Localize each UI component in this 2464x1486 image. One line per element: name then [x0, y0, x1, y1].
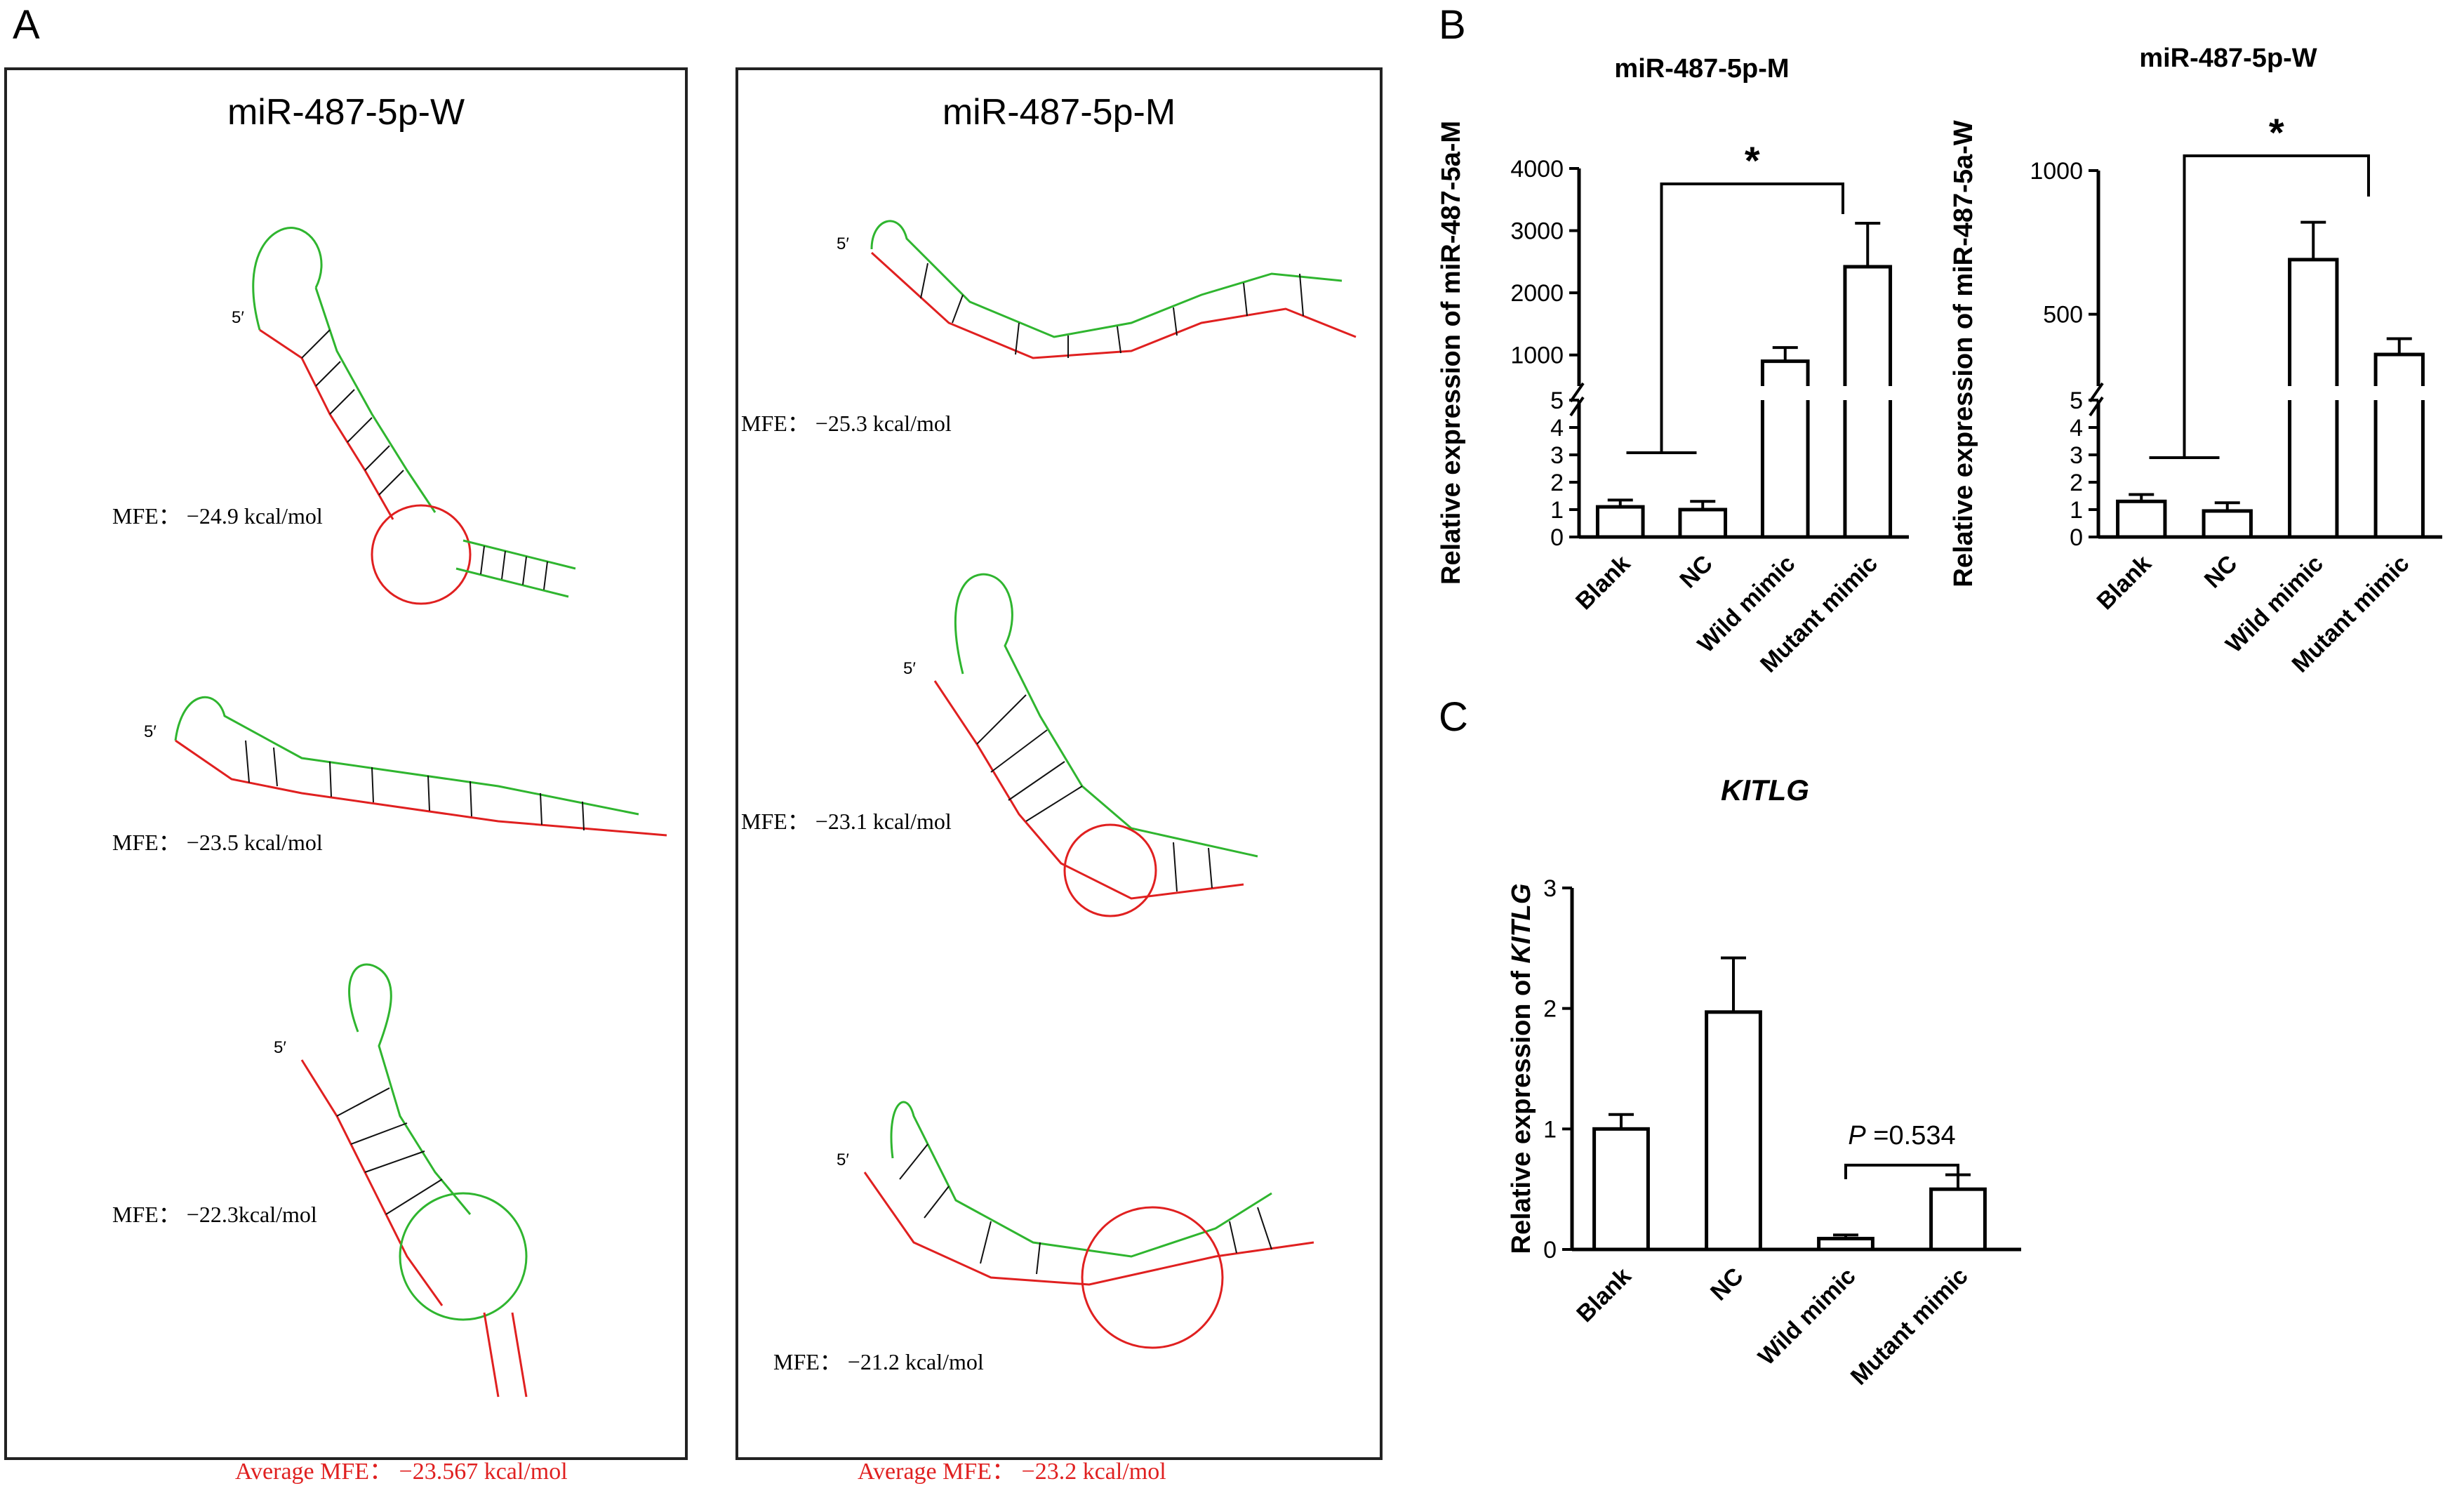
y-tick-label: 0	[1543, 1237, 1557, 1263]
x-tick-label: Blank	[2092, 550, 2157, 615]
y-tick-label: 2000	[1510, 280, 1564, 307]
y-tick-label: 1	[1550, 497, 1564, 524]
significance-star: *	[1745, 138, 1760, 183]
y-tick-label: 4	[2070, 415, 2083, 442]
y-axis-label: Relative expression of miR-487-5a-M	[1437, 121, 1466, 585]
y-tick-label: 0	[2070, 524, 2083, 551]
panel-a-label: A	[13, 2, 40, 48]
y-tick-label: 2	[2070, 470, 2083, 496]
y-tick-label: 5	[1550, 387, 1564, 414]
chart-b-right: miR-487-5p-W Relative expression of miR-4…	[1949, 44, 2442, 678]
panel-b-label: B	[1439, 2, 1466, 48]
y-tick-label: 4	[1550, 415, 1564, 442]
x-tick-label: NC	[1705, 1263, 1749, 1306]
mutant-average-mfe: Average MFE： −23.2 kcal/mol	[858, 1459, 1166, 1485]
y-tick-label: 500	[2043, 302, 2083, 329]
bar	[1843, 265, 1893, 386]
x-tick-label: Blank	[1571, 1263, 1636, 1327]
y-tick-label: 3	[1543, 875, 1557, 902]
mutant-mfe-3: MFE： −21.2 kcal/mol	[773, 1349, 984, 1374]
bar	[1705, 1010, 1762, 1252]
wild-mfe-2: MFE： −23.5 kcal/mol	[112, 830, 323, 855]
bar	[1678, 508, 1728, 539]
bar	[1592, 1127, 1650, 1252]
bar	[1843, 400, 1893, 537]
y-axis-label: Relative expression of KITLG	[1507, 884, 1536, 1254]
x-tick-label: NC	[2199, 550, 2243, 594]
p-value-label: P =0.534	[1848, 1121, 1955, 1150]
y-tick-label: 1000	[2030, 158, 2083, 185]
y-tick-label: 3	[2070, 442, 2083, 469]
mutant-structure-3: 5′	[837, 1101, 1314, 1349]
mutant-structures-box: miR-487-5p-M 5′ MFE： −25.3 kcal/mol 5′ M…	[735, 67, 1383, 1485]
y-tick-label: 3000	[1510, 218, 1564, 245]
x-tick-label: NC	[1674, 550, 1718, 594]
wild-box-title: miR-487-5p-W	[227, 92, 465, 133]
wild-structure-3: 5′	[274, 963, 528, 1398]
five-prime-label: 5′	[232, 308, 244, 327]
wild-average-mfe: Average MFE： −23.567 kcal/mol	[235, 1459, 568, 1485]
y-tick-label: 3	[1550, 442, 1564, 469]
axis-break-mark	[1569, 382, 1585, 417]
wild-structures-box: miR-487-5p-W 5′ MFE： −24.9 kcal/mol 5′ M…	[4, 67, 688, 1485]
y-tick-label: 1	[2070, 497, 2083, 524]
bar	[1817, 1237, 1874, 1252]
mutant-box-title: miR-487-5p-M	[942, 92, 1176, 133]
panel-c-label: C	[1439, 694, 1468, 740]
chart-title: miR-487-5p-W	[2139, 44, 2317, 73]
chart-title: KITLG	[1721, 774, 1809, 807]
axis-break-mark	[2089, 382, 2104, 417]
mutant-structure-1: 5′	[837, 220, 1357, 359]
bar	[2288, 400, 2339, 537]
wild-structure-2: 5′	[144, 696, 667, 837]
five-prime-label: 5′	[274, 1038, 286, 1057]
bar	[1760, 359, 1810, 386]
bar	[1929, 1187, 1987, 1252]
x-tick-label: Wild mimic	[1753, 1263, 1861, 1371]
chart-title: miR-487-5p-M	[1614, 54, 1789, 84]
chart-c: KITLG Relative expression of KITLG 0 1 2 3 Bla…	[1507, 774, 2021, 1391]
bar	[2373, 352, 2425, 386]
five-prime-label: 5′	[837, 234, 849, 253]
comparison-bracket	[1844, 1163, 1959, 1179]
y-tick-label: 1000	[1510, 343, 1564, 369]
bar	[2288, 258, 2339, 386]
mutant-mfe-1: MFE： −25.3 kcal/mol	[741, 411, 952, 436]
five-prime-label: 5′	[144, 722, 157, 741]
five-prime-label: 5′	[837, 1150, 849, 1169]
wild-mfe-1: MFE： −24.9 kcal/mol	[112, 503, 323, 529]
x-tick-label: Blank	[1571, 550, 1635, 615]
wild-structure-1: 5′	[232, 227, 576, 605]
wild-mfe-3: MFE： −22.3kcal/mol	[112, 1202, 317, 1227]
y-tick-label: 2	[1550, 470, 1564, 496]
bar	[2373, 400, 2425, 537]
y-tick-label: 1	[1543, 1116, 1557, 1143]
five-prime-label: 5′	[903, 659, 916, 678]
y-axis-label: Relative expression of miR-487-5a-W	[1949, 120, 1978, 587]
significance-bracket	[1660, 183, 1844, 453]
y-tick-label: 2	[1543, 996, 1557, 1023]
chart-b-left: miR-487-5p-M Relative expression of miR-4…	[1437, 54, 1909, 678]
mutant-mfe-2: MFE： −23.1 kcal/mol	[741, 809, 952, 834]
y-tick-label: 4000	[1510, 156, 1564, 183]
bar	[2116, 499, 2167, 539]
y-tick-label: 0	[1550, 524, 1564, 551]
bar	[2202, 509, 2253, 539]
bar	[1595, 505, 1645, 539]
mutant-structure-2: 5′	[903, 573, 1258, 917]
y-tick-label: 5	[2070, 387, 2083, 414]
significance-bracket	[2183, 154, 2370, 458]
x-tick-label: Mutant mimic	[1846, 1263, 1973, 1391]
bar	[1760, 400, 1810, 537]
significance-star: *	[2269, 110, 2284, 154]
